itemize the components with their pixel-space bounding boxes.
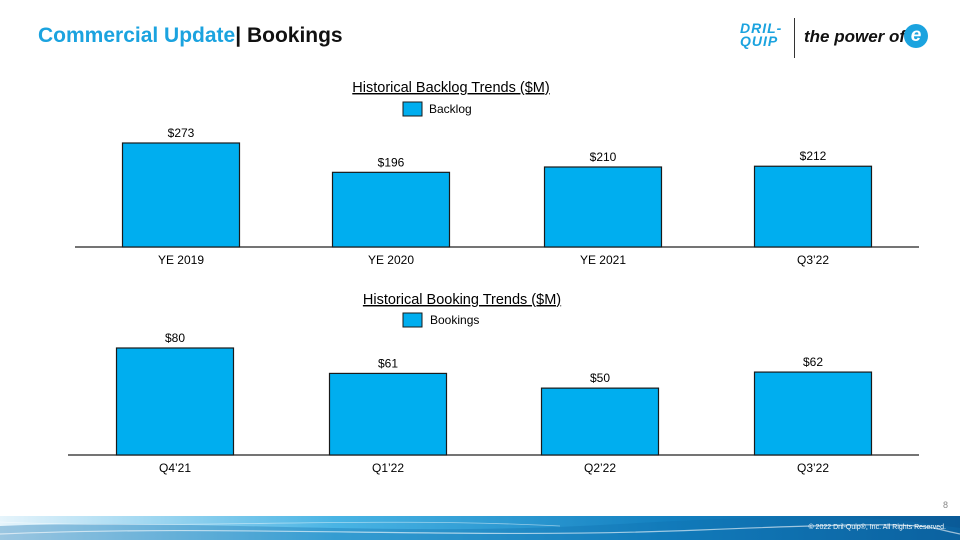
bar — [328, 372, 448, 456]
legend-label: Backlog — [429, 102, 472, 116]
legend-swatch — [402, 312, 423, 328]
category-label: Q3’22 — [797, 461, 829, 475]
category-label: Q1’22 — [372, 461, 404, 475]
category-label: Q3’22 — [797, 253, 829, 267]
category-label: Q4’21 — [159, 461, 191, 475]
data-label: $80 — [165, 331, 185, 345]
legend-label: Bookings — [430, 313, 479, 327]
bar — [121, 142, 241, 248]
dril-quip-logo-mark: DRIL- QUIP — [740, 20, 783, 49]
company-logo: DRIL- QUIP the power of e — [740, 16, 930, 60]
bar — [115, 347, 235, 456]
logo-mark-line1: DRIL- — [740, 20, 783, 36]
bar — [753, 371, 873, 456]
page-title-secondary: | Bookings — [235, 24, 343, 47]
data-label: $62 — [803, 355, 823, 369]
data-label: $196 — [378, 155, 405, 169]
bar — [753, 165, 873, 248]
footer-wave-banner — [0, 516, 960, 540]
bar — [540, 387, 660, 456]
page-title-primary: Commercial Update — [38, 24, 236, 47]
data-label: $61 — [378, 356, 398, 370]
category-label: YE 2019 — [158, 253, 204, 267]
logo-divider — [794, 18, 795, 58]
legend-swatch — [402, 101, 423, 117]
logo-tagline: the power of — [804, 27, 906, 46]
page-title: Commercial Update| Bookings — [38, 24, 343, 48]
bar — [543, 166, 663, 248]
logo-mark-line2: QUIP — [740, 33, 779, 49]
charts-area: Historical Backlog Trends ($M) Backlog $27… — [68, 80, 919, 475]
copyright-notice: © 2022 Dril-Quip®, Inc. All Rights Reser… — [808, 524, 946, 531]
data-label: $273 — [168, 126, 195, 140]
data-label: $50 — [590, 371, 610, 385]
bar — [331, 171, 451, 248]
category-label: Q2’22 — [584, 461, 616, 475]
e-logo-icon: e — [904, 24, 928, 48]
chart-title: Historical Booking Trends ($M) — [363, 292, 561, 308]
category-label: YE 2021 — [580, 253, 626, 267]
data-label: $212 — [800, 149, 827, 163]
category-label: YE 2020 — [368, 253, 414, 267]
chart-title: Historical Backlog Trends ($M) — [352, 80, 549, 96]
data-label: $210 — [590, 150, 617, 164]
page-number: 8 — [942, 500, 948, 510]
